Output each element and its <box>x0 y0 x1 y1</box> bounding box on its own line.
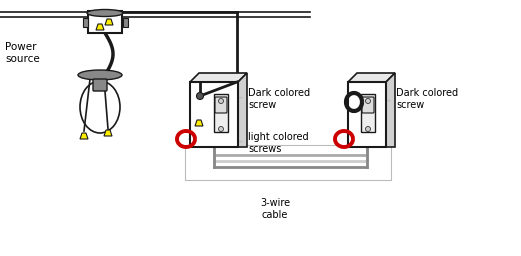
Polygon shape <box>238 73 247 147</box>
Bar <box>190 82 238 147</box>
Ellipse shape <box>87 9 123 16</box>
Bar <box>88 11 122 33</box>
Bar <box>185 145 391 180</box>
Polygon shape <box>386 73 395 147</box>
Text: Power
source: Power source <box>5 42 40 65</box>
Polygon shape <box>190 73 247 82</box>
Polygon shape <box>195 120 203 126</box>
Ellipse shape <box>78 70 122 80</box>
Circle shape <box>218 126 224 132</box>
Polygon shape <box>105 19 113 25</box>
Polygon shape <box>96 24 104 30</box>
Polygon shape <box>104 130 112 136</box>
FancyBboxPatch shape <box>93 79 107 91</box>
Text: Dark colored
screw: Dark colored screw <box>203 88 310 110</box>
Polygon shape <box>80 133 88 139</box>
Ellipse shape <box>80 81 120 133</box>
Circle shape <box>366 126 370 132</box>
Text: 3-wire
cable: 3-wire cable <box>260 198 290 220</box>
Text: Dark colored
screw: Dark colored screw <box>357 88 458 110</box>
FancyBboxPatch shape <box>362 97 374 113</box>
Bar <box>214 94 228 132</box>
Bar <box>361 94 375 132</box>
Bar <box>348 82 386 147</box>
Circle shape <box>196 92 204 100</box>
FancyBboxPatch shape <box>215 97 227 113</box>
Bar <box>123 18 128 27</box>
Circle shape <box>366 99 370 103</box>
Polygon shape <box>348 73 395 82</box>
Circle shape <box>218 99 224 103</box>
Text: light colored
screws: light colored screws <box>189 132 308 154</box>
Bar <box>83 18 88 27</box>
